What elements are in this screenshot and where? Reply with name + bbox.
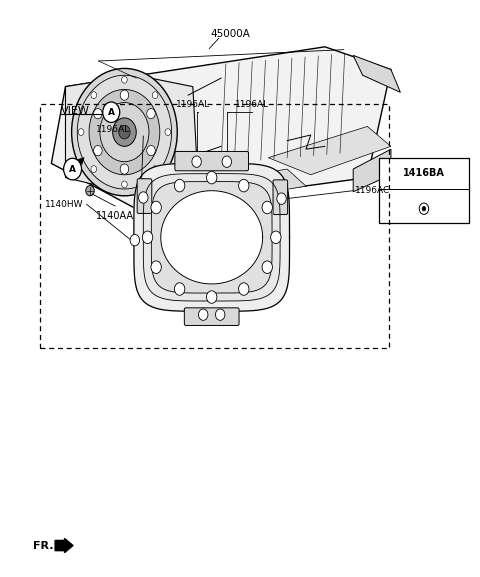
Circle shape	[192, 156, 201, 167]
Text: A: A	[108, 108, 115, 117]
Text: 45000A: 45000A	[211, 29, 251, 39]
FancyBboxPatch shape	[137, 179, 152, 213]
Circle shape	[100, 103, 149, 162]
Circle shape	[271, 231, 281, 243]
Bar	[379, 158, 469, 223]
Circle shape	[139, 192, 148, 203]
Circle shape	[89, 89, 160, 175]
Circle shape	[174, 179, 185, 192]
Circle shape	[152, 166, 158, 173]
Circle shape	[91, 92, 96, 99]
Circle shape	[121, 76, 127, 83]
Circle shape	[94, 108, 102, 119]
Circle shape	[103, 102, 120, 122]
Circle shape	[143, 231, 153, 243]
Circle shape	[120, 164, 129, 174]
Polygon shape	[65, 75, 198, 194]
Circle shape	[239, 283, 249, 295]
Text: 1196AL: 1196AL	[235, 100, 269, 110]
FancyArrow shape	[55, 538, 73, 553]
Polygon shape	[136, 169, 306, 209]
Text: 1196AL: 1196AL	[96, 125, 131, 134]
Polygon shape	[268, 126, 391, 175]
Circle shape	[130, 234, 140, 246]
FancyBboxPatch shape	[184, 308, 239, 325]
Polygon shape	[161, 190, 263, 284]
Polygon shape	[134, 163, 289, 311]
Circle shape	[94, 145, 102, 156]
Circle shape	[239, 179, 249, 192]
Polygon shape	[353, 55, 400, 92]
Circle shape	[151, 201, 161, 213]
Circle shape	[262, 201, 273, 213]
Text: VIEW: VIEW	[61, 106, 90, 116]
Polygon shape	[151, 182, 272, 293]
Circle shape	[199, 309, 208, 320]
Circle shape	[77, 75, 172, 189]
Text: FR.: FR.	[34, 541, 54, 550]
Circle shape	[151, 261, 161, 273]
Circle shape	[63, 158, 82, 180]
Circle shape	[174, 283, 185, 295]
Circle shape	[121, 181, 127, 188]
Text: 1196AC: 1196AC	[355, 186, 390, 195]
Circle shape	[152, 92, 158, 99]
Circle shape	[206, 291, 217, 304]
Circle shape	[222, 156, 231, 167]
Circle shape	[113, 118, 136, 147]
Polygon shape	[144, 174, 280, 301]
Circle shape	[262, 261, 273, 273]
Circle shape	[277, 193, 286, 204]
Text: 1140AA: 1140AA	[96, 211, 134, 221]
FancyBboxPatch shape	[175, 151, 249, 171]
Circle shape	[78, 129, 84, 136]
FancyBboxPatch shape	[273, 180, 288, 215]
Circle shape	[120, 90, 129, 100]
Polygon shape	[353, 149, 391, 192]
Circle shape	[147, 145, 155, 156]
Circle shape	[119, 125, 130, 139]
Text: 1196AL: 1196AL	[176, 100, 210, 110]
Circle shape	[91, 166, 96, 173]
Circle shape	[86, 186, 94, 196]
Text: 1140HW: 1140HW	[45, 200, 84, 209]
Text: A: A	[69, 164, 76, 174]
Text: 1416BA: 1416BA	[403, 168, 445, 178]
Circle shape	[165, 129, 171, 136]
Circle shape	[206, 171, 217, 184]
Bar	[39, 104, 389, 348]
Circle shape	[422, 207, 426, 211]
Polygon shape	[51, 47, 391, 209]
Circle shape	[147, 108, 155, 119]
Circle shape	[216, 309, 225, 320]
Circle shape	[72, 69, 177, 196]
